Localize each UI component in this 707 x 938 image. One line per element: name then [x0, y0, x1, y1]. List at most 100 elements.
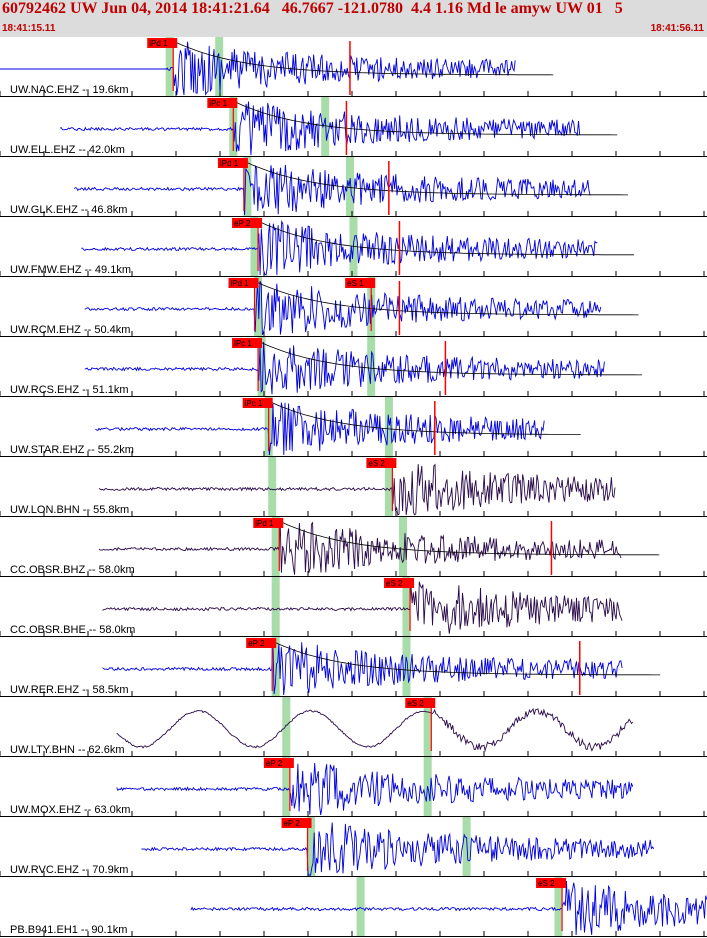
trace-row[interactable]: iPd 1 CC.OBSR.BHZ -- 58.0km [0, 517, 707, 577]
waveform-trace [102, 640, 623, 696]
trace-row[interactable]: eS 2 PB.B941.EH1 -- 90.1km [0, 877, 707, 937]
pick-window-band [307, 817, 316, 877]
coda-decay-curve [257, 340, 643, 376]
station-label: CC.OBSR.BHE -- 58.0km [10, 624, 135, 636]
station-label: UW.RVC.EHZ -- 70.9km [10, 864, 128, 876]
pick-flag[interactable] [228, 278, 259, 288]
waveform-trace [98, 463, 616, 516]
coda-decay-curve [279, 520, 660, 556]
pick-label: eP 2 [266, 759, 283, 768]
pick-window-band [282, 757, 291, 817]
station-label: UW.STAR.EHZ -- 55.2km [10, 444, 134, 456]
trace-row[interactable]: eP 2 UW.MOX.EHZ -- 63.0km [0, 757, 707, 817]
pick-flag[interactable] [384, 578, 415, 588]
pick-label: iPd 1 [231, 279, 250, 288]
trace-row[interactable]: iPc 1 UW.STAR.EHZ -- 55.2km [0, 397, 707, 457]
trace-row[interactable]: eP 2 UW.FMW.EHZ -- 49.1km [0, 217, 707, 277]
pick-window-band [165, 37, 174, 97]
pick-flag[interactable] [281, 818, 312, 828]
trace-row[interactable]: iPd 1 eS 1 UW.RCM.EHZ -- 50.4km [0, 277, 707, 337]
pick-window-band [271, 517, 280, 577]
pick-window-band [250, 217, 259, 277]
trace-row[interactable]: iPc 1 UW.RCS.EHZ -- 51.1km [0, 337, 707, 397]
station-label: UW.FMW.EHZ -- 49.1km [10, 264, 131, 276]
pick-window-band [554, 877, 563, 937]
waveform-trace [59, 101, 581, 156]
pick-window-band [257, 337, 266, 397]
waveform-trace [84, 280, 602, 336]
pick-flag[interactable] [253, 518, 284, 528]
waveform-trace [73, 164, 591, 216]
pick-label: eS 2 [386, 579, 403, 588]
pick-flag[interactable] [147, 38, 178, 48]
pick-window-band [243, 157, 252, 217]
station-label: UW.NAC.EHZ -- 19.6km [10, 84, 129, 96]
pick-flag[interactable] [536, 878, 567, 888]
coda-decay-curve [257, 220, 635, 256]
station-label: UW.LTY.BHN -- 62.6km [10, 744, 125, 756]
station-label: PB.B941.EH1 -- 90.1km [10, 924, 127, 936]
pick-window-band [402, 637, 411, 697]
waveform-trace [141, 822, 655, 876]
station-label: CC.OBSR.BHZ -- 58.0km [10, 564, 135, 576]
station-label: UW.GLK.EHZ -- 46.8km [10, 204, 127, 216]
pick-label: eP 2 [234, 219, 251, 228]
time-end-label: 18:41:56.11 [650, 23, 704, 34]
pick-window-band [384, 457, 393, 517]
coda-decay-curve [254, 280, 639, 316]
pick-flag[interactable] [345, 278, 376, 288]
seismogram-panel[interactable]: iPd 1 UW.NAC.EHZ -- 19.6km iPc 1 UW.ELL.EHZ… [0, 37, 707, 938]
pick-flag[interactable] [232, 338, 263, 348]
trace-row[interactable]: iPd 1 UW.GLK.EHZ -- 46.8km [0, 157, 707, 217]
pick-window-band [462, 817, 471, 877]
pick-window-band [321, 97, 330, 157]
pick-label: eP 2 [284, 819, 301, 828]
pick-label: eS 1 [347, 279, 364, 288]
station-label: UW.LON.BHN -- 55.8km [10, 504, 129, 516]
pick-flag[interactable] [242, 398, 273, 408]
pick-label: eS 2 [407, 699, 424, 708]
pick-label: iPc 1 [245, 399, 263, 408]
waveform-trace [0, 41, 516, 96]
pick-label: eS 2 [368, 459, 385, 468]
pick-label: iPc 1 [209, 99, 227, 108]
trace-row[interactable]: iPd 1 UW.NAC.EHZ -- 19.6km [0, 37, 707, 97]
pick-window-band [282, 697, 291, 757]
header-bar: 60792462 UW Jun 04, 2014 18:41:21.64 46.… [0, 0, 707, 37]
coda-decay-curve [233, 100, 618, 136]
coda-decay-curve [268, 400, 581, 435]
station-label: UW.RCM.EHZ -- 50.4km [10, 324, 130, 336]
pick-flag[interactable] [232, 218, 263, 228]
trace-row[interactable]: eP 2 UW.RER.EHZ -- 58.5km [0, 637, 707, 697]
pick-flag[interactable] [366, 458, 397, 468]
pick-window-band [271, 637, 280, 697]
waveform-trace [81, 219, 598, 276]
station-label: UW.RER.EHZ -- 58.5km [10, 684, 129, 696]
pick-window-band [356, 877, 365, 937]
pick-window-band [268, 457, 277, 517]
trace-row[interactable]: eP 2 UW.RVC.EHZ -- 70.9km [0, 817, 707, 877]
trace-row[interactable]: eS 2 UW.LTY.BHN -- 62.6km [0, 697, 707, 757]
pick-label: eP 2 [248, 639, 265, 648]
pick-window-band [346, 157, 354, 217]
waveform-trace [116, 762, 634, 816]
pick-flag[interactable] [246, 638, 277, 648]
waveform-trace [190, 880, 707, 936]
pick-label: iPd 1 [255, 519, 274, 528]
waveform-trace [102, 581, 623, 634]
pick-flag[interactable] [263, 758, 294, 768]
pick-flag[interactable] [405, 698, 436, 708]
station-label: UW.RCS.EHZ -- 51.1km [10, 384, 129, 396]
pick-flag[interactable] [217, 158, 248, 168]
trace-row[interactable]: iPc 1 UW.ELL.EHZ -- 42.0km [0, 97, 707, 157]
pick-window-band [399, 517, 407, 577]
trace-row[interactable]: eS 2 UW.LON.BHN -- 55.8km [0, 457, 707, 517]
pick-window-band [423, 697, 432, 757]
coda-decay-curve [243, 160, 628, 196]
trace-row[interactable]: eS 2 CC.OBSR.BHE -- 58.0km [0, 577, 707, 637]
pick-label: iPd 1 [220, 159, 239, 168]
waveform-trace [98, 520, 622, 575]
pick-flag[interactable] [207, 98, 238, 108]
pick-label: iPd 1 [149, 39, 168, 48]
event-title: 60792462 UW Jun 04, 2014 18:41:21.64 46.… [2, 0, 623, 17]
